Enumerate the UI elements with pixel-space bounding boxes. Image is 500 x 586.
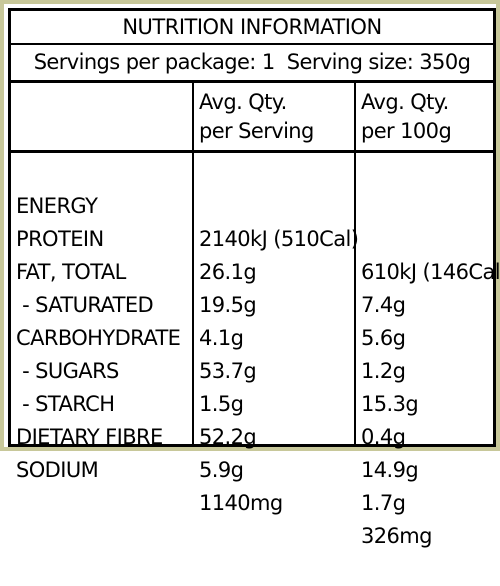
per-serving-value: 1140mg bbox=[199, 491, 283, 515]
table-row: ENERGY 2140kJ (510Cal) 610kJ (146Cal) bbox=[11, 157, 500, 284]
per-serving-value: 1.5g bbox=[199, 392, 244, 416]
table-row: FAT, TOTAL 19.5g 5.6g bbox=[11, 223, 493, 350]
nutrient-name: - SATURATED bbox=[16, 293, 154, 317]
nutrient-rows: ENERGY 2140kJ (510Cal) 610kJ (146Cal) PR… bbox=[11, 157, 500, 548]
per-100g-value: 1.2g bbox=[361, 359, 406, 383]
servings-info: Servings per package: 1 Serving size: 35… bbox=[11, 45, 493, 83]
per-100g-value: 0.4g bbox=[361, 425, 406, 449]
per-100g-value: 5.6g bbox=[361, 326, 406, 350]
header-per-serving: Avg. Qty. per Serving bbox=[199, 90, 314, 143]
table-row: - STARCH 52.2g 14.9g bbox=[11, 355, 493, 482]
column-divider bbox=[354, 83, 356, 447]
table-row: DIETARY FIBRE 5.9g 1.7g bbox=[11, 388, 493, 515]
nutrient-name: ENERGY bbox=[16, 194, 98, 218]
table-row: SODIUM 1140mg 326mg bbox=[11, 421, 493, 548]
nutrient-name: SODIUM bbox=[16, 458, 99, 482]
per-serving-value: 5.9g bbox=[199, 458, 244, 482]
per-100g-value: 14.9g bbox=[361, 458, 419, 482]
nutrient-name: DIETARY FIBRE bbox=[16, 425, 163, 449]
per-serving-value: 2140kJ (510Cal) bbox=[199, 227, 359, 251]
per-serving-value: 53.7g bbox=[199, 359, 257, 383]
table-row: - SATURATED 4.1g 1.2g bbox=[11, 256, 493, 383]
header-per-100g: Avg. Qty. per 100g bbox=[361, 90, 452, 143]
table-row: CARBOHYDRATE 53.7g 15.3g bbox=[11, 289, 493, 416]
per-100g-value: 1.7g bbox=[361, 491, 406, 515]
per-serving-value: 26.1g bbox=[199, 260, 257, 284]
per-100g-value: 326mg bbox=[361, 524, 432, 548]
nutrient-name: FAT, TOTAL bbox=[16, 260, 126, 284]
panel-title: NUTRITION INFORMATION bbox=[11, 11, 493, 45]
per-100g-value: 7.4g bbox=[361, 293, 406, 317]
nutrient-name: - STARCH bbox=[16, 392, 115, 416]
table-row: - SUGARS 1.5g 0.4g bbox=[11, 322, 493, 449]
per-serving-value: 52.2g bbox=[199, 425, 257, 449]
nutrition-label: NUTRITION INFORMATION Servings per packa… bbox=[0, 0, 500, 548]
per-serving-value: 4.1g bbox=[199, 326, 244, 350]
column-divider bbox=[192, 83, 194, 447]
nutrition-panel: NUTRITION INFORMATION Servings per packa… bbox=[8, 8, 500, 548]
table-row: PROTEIN 26.1g 7.4g bbox=[11, 190, 493, 317]
column-header-row: Avg. Qty. per Serving Avg. Qty. per 100g bbox=[11, 83, 493, 153]
nutrient-name: - SUGARS bbox=[16, 359, 119, 383]
nutrient-name: CARBOHYDRATE bbox=[16, 326, 181, 350]
per-100g-value: 15.3g bbox=[361, 392, 419, 416]
nutrient-name: PROTEIN bbox=[16, 227, 104, 251]
per-100g-value: 610kJ (146Cal) bbox=[361, 260, 500, 284]
per-serving-value: 19.5g bbox=[199, 293, 257, 317]
